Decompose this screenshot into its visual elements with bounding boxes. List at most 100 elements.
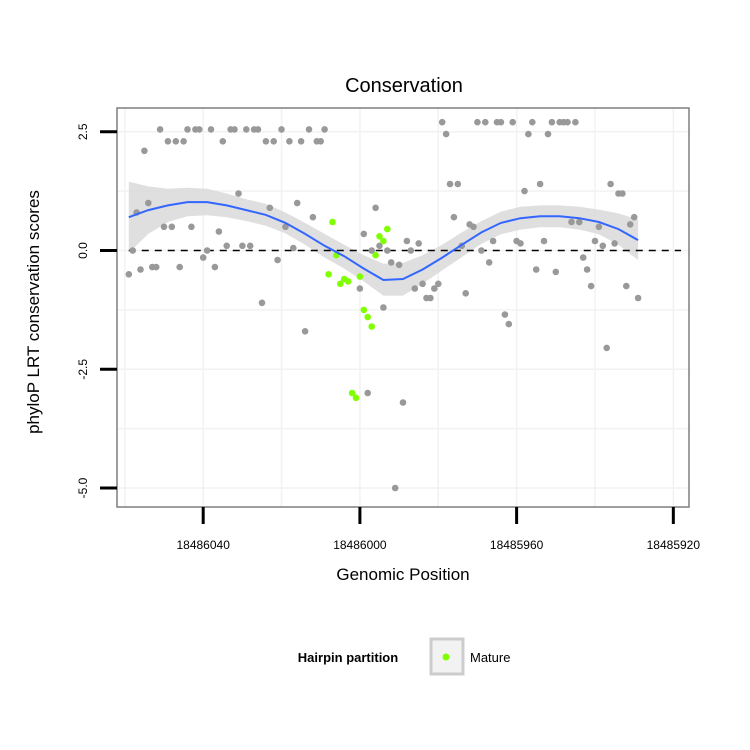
data-point (176, 263, 183, 271)
data-point (215, 228, 223, 235)
data-point (141, 147, 148, 155)
data-point (372, 204, 379, 212)
data-point (309, 213, 317, 221)
data-point (525, 130, 532, 138)
mature-point (372, 251, 379, 259)
data-point (231, 126, 238, 133)
data-point (180, 138, 187, 145)
data-point (446, 180, 454, 188)
data-point (454, 180, 462, 188)
data-point (623, 282, 630, 290)
data-point (293, 199, 301, 207)
data-point (219, 138, 227, 145)
data-point (243, 126, 250, 133)
data-point (634, 294, 642, 302)
data-point (431, 285, 438, 292)
data-point (184, 126, 191, 133)
data-point (235, 190, 242, 197)
x-tick-label: 18486000 (333, 538, 387, 552)
data-point (576, 218, 583, 226)
mature-point (325, 271, 332, 278)
data-point (399, 399, 407, 406)
data-point (360, 230, 368, 238)
data-point (532, 266, 540, 273)
data-point (297, 138, 305, 145)
x-tick-label: 18485920 (647, 538, 701, 552)
plot-area (116, 107, 690, 508)
data-point (384, 247, 391, 254)
data-point (223, 242, 230, 250)
data-point (376, 242, 383, 250)
data-point (196, 126, 203, 133)
legend-title: Hairpin partition (298, 650, 398, 665)
data-point (156, 126, 164, 133)
data-point (278, 126, 285, 133)
y-tick-label: -5.0 (76, 477, 90, 498)
data-point (199, 254, 207, 261)
data-point (321, 126, 328, 133)
y-tick-label: 2.5 (76, 123, 90, 140)
data-point (435, 280, 442, 288)
data-point (591, 237, 599, 245)
data-point (607, 180, 614, 188)
mature-point (376, 233, 383, 240)
data-point (482, 118, 489, 126)
data-point (540, 237, 548, 245)
y-tick-label: 0.0 (76, 242, 90, 259)
data-point (630, 213, 638, 221)
data-point (505, 320, 513, 328)
data-point (587, 282, 595, 290)
mature-point (344, 278, 352, 285)
data-point (380, 304, 387, 311)
data-point (474, 118, 481, 126)
mature-point (352, 394, 360, 402)
data-point (552, 268, 560, 276)
data-point (489, 237, 497, 245)
data-point (427, 294, 434, 302)
data-point (548, 118, 556, 126)
data-point (266, 204, 274, 212)
mature-point (337, 280, 344, 288)
data-point (603, 344, 610, 352)
data-point (356, 285, 364, 292)
data-point (419, 280, 426, 288)
data-point (301, 328, 309, 335)
data-point (411, 285, 419, 292)
mature-point (356, 273, 364, 280)
data-point (368, 247, 376, 254)
data-point (172, 138, 180, 145)
confidence-band (128, 181, 639, 296)
data-point (164, 138, 172, 145)
data-point (391, 484, 399, 492)
data-point (470, 223, 477, 231)
data-point (305, 126, 313, 133)
data-point (579, 254, 587, 261)
data-point (583, 266, 591, 273)
data-point (407, 247, 415, 254)
data-point (239, 242, 246, 250)
data-point (509, 118, 516, 126)
data-point (129, 247, 136, 254)
data-point (188, 223, 195, 231)
legend: Hairpin partition Mature (298, 637, 510, 676)
data-point (274, 256, 281, 264)
data-point (403, 237, 411, 245)
legend-label-mature: Mature (470, 650, 510, 665)
axes: 18486040 18486000 18485960 18485920 -5.0 -2.5… (76, 123, 700, 552)
data-point (626, 221, 634, 228)
mature-point (329, 218, 336, 226)
data-point (564, 118, 571, 126)
data-point (262, 138, 270, 145)
x-tick-label: 18486040 (176, 538, 230, 552)
data-point (282, 223, 289, 231)
data-point (611, 240, 618, 247)
x-tick-label: 18485960 (490, 538, 544, 552)
data-point (246, 242, 254, 250)
data-point (364, 389, 372, 397)
data-point (387, 259, 395, 266)
y-axis-title: phyloP LRT conservation scores (24, 190, 43, 434)
data-point (317, 138, 325, 145)
data-point (152, 263, 160, 271)
data-point (258, 299, 266, 307)
